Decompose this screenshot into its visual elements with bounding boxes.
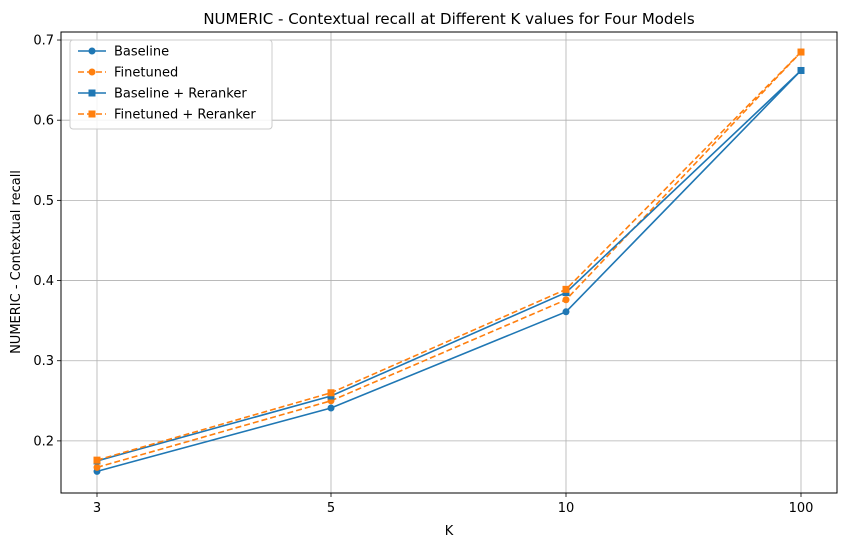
y-tick-label: 0.2 bbox=[33, 434, 54, 449]
x-tick-label: 10 bbox=[558, 501, 575, 516]
series-line bbox=[96, 69, 802, 473]
series-4 bbox=[93, 48, 805, 464]
ticks: 3 5 10 100 0.2 0.3 0.4 0.5 0.6 0.7 bbox=[33, 34, 813, 516]
x-tick-label: 100 bbox=[789, 501, 814, 516]
data-point bbox=[93, 463, 101, 471]
y-axis-label: NUMERIC - Contextual recall bbox=[9, 170, 24, 354]
series-line bbox=[96, 51, 802, 461]
y-tick-label: 0.4 bbox=[33, 274, 54, 289]
y-tick-label: 0.6 bbox=[33, 114, 54, 129]
chart-title: NUMERIC - Contextual recall at Different… bbox=[203, 10, 695, 28]
legend-marker bbox=[88, 68, 96, 76]
legend-label: Baseline bbox=[114, 45, 169, 60]
data-point bbox=[797, 66, 805, 74]
legend-item: Baseline bbox=[78, 45, 169, 60]
y-tick-label: 0.7 bbox=[33, 34, 54, 49]
legend-item: Baseline + Reranker bbox=[78, 87, 247, 102]
legend-marker bbox=[88, 89, 96, 97]
data-point bbox=[327, 404, 335, 412]
series-line bbox=[96, 51, 802, 469]
legend-box bbox=[69, 39, 273, 130]
y-tick-label: 0.3 bbox=[33, 354, 54, 369]
data-point bbox=[562, 285, 570, 293]
legend-item: Finetuned + Reranker bbox=[78, 108, 256, 123]
x-tick-label: 3 bbox=[93, 501, 101, 516]
legend-marker bbox=[88, 47, 96, 55]
data-point bbox=[562, 308, 570, 316]
y-tick-label: 0.5 bbox=[33, 194, 54, 209]
legend: Baseline Finetuned Baseline + Reranker Fine… bbox=[69, 39, 273, 130]
data-point bbox=[93, 456, 101, 464]
legend-label: Baseline + Reranker bbox=[114, 87, 247, 102]
data-point bbox=[562, 296, 570, 304]
legend-label: Finetuned bbox=[114, 66, 178, 81]
legend-item: Finetuned bbox=[78, 66, 178, 81]
x-tick-label: 5 bbox=[327, 501, 335, 516]
grid bbox=[61, 32, 837, 493]
series-layer bbox=[93, 48, 805, 475]
data-point bbox=[797, 48, 805, 56]
plot-frame bbox=[60, 31, 838, 494]
series-line bbox=[96, 69, 802, 462]
legend-label: Finetuned + Reranker bbox=[114, 108, 256, 123]
legend-marker bbox=[88, 110, 96, 118]
data-point bbox=[327, 389, 335, 397]
x-axis-label: K bbox=[445, 524, 454, 539]
